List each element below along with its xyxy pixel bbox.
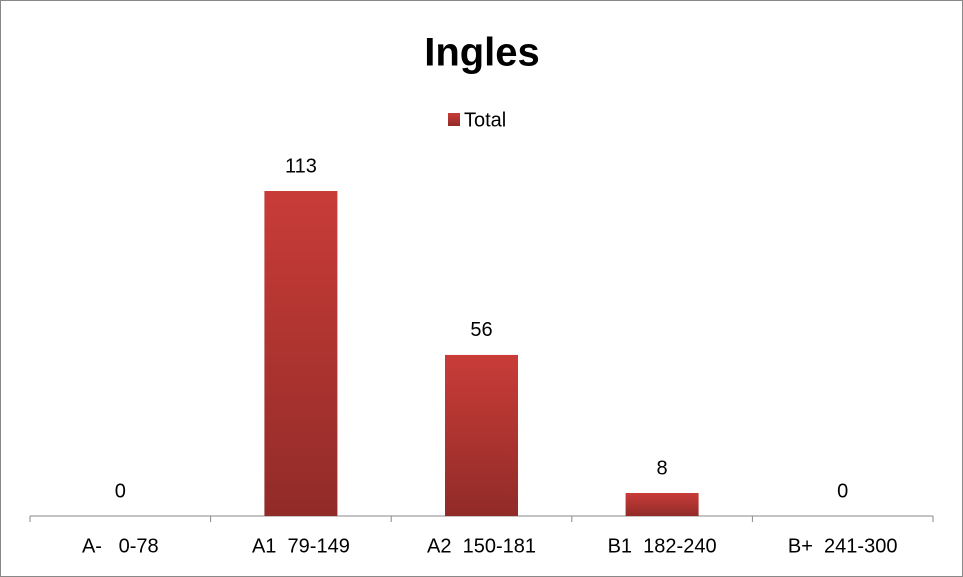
x-tick-label: B+ 241-300 [788,535,898,557]
legend-swatch [448,113,460,126]
bar [445,354,518,516]
data-label: 0 [837,480,848,502]
data-label: 0 [115,480,126,502]
data-label: 56 [470,319,492,341]
chart-title: Ingles [424,31,540,75]
x-tick-label: B1 182-240 [608,535,717,557]
data-label: 8 [657,457,668,479]
x-tick-label: A1 79-149 [252,535,350,557]
bar [264,191,338,516]
x-tick-label: A2 150-181 [427,535,536,557]
data-label: 113 [285,155,317,177]
x-tick-label: A- 0-78 [82,535,159,557]
legend-label: Total [464,109,506,131]
bar [625,492,699,516]
